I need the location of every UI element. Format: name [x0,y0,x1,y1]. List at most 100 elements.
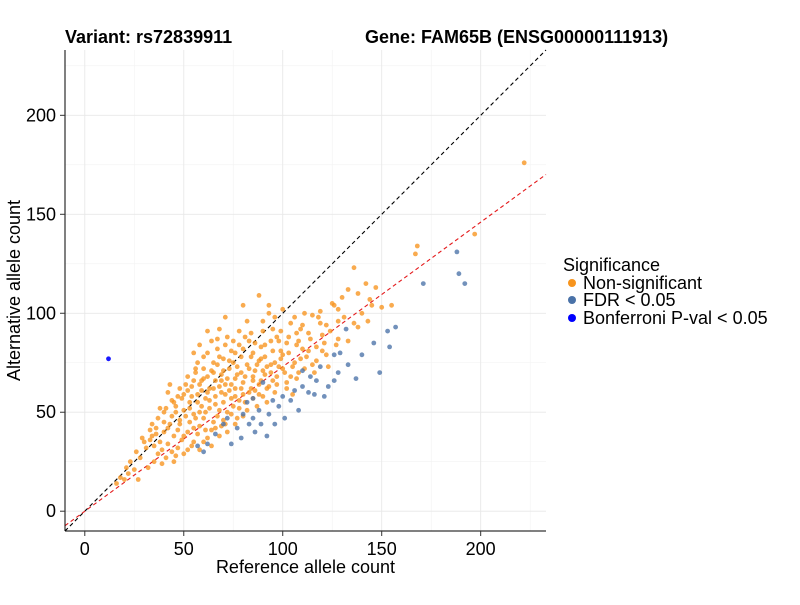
point-fdr [331,352,337,358]
point-non-significant [252,388,258,393]
point-non-significant [228,348,234,354]
point-fdr [260,380,266,385]
point-fdr [195,443,201,449]
point-non-significant [345,287,351,292]
point-non-significant [230,338,236,344]
point-non-significant [270,348,276,354]
point-non-significant [250,378,256,383]
point-non-significant [183,413,189,419]
point-non-significant [242,374,248,379]
x-tick-label: 200 [466,539,496,559]
point-non-significant [272,390,278,395]
point-non-significant [147,427,153,433]
point-non-significant [213,425,218,431]
point-non-significant [355,324,361,330]
point-non-significant [254,362,260,368]
point-fdr [205,441,210,447]
point-fdr [221,421,226,427]
point-non-significant [258,344,264,350]
point-non-significant [181,433,187,439]
point-non-significant [286,350,292,356]
point-fdr [266,411,272,417]
point-non-significant [272,314,278,320]
point-non-significant [207,398,212,403]
point-non-significant [153,431,159,437]
point-non-significant [270,378,276,383]
point-non-significant [189,443,195,449]
point-non-significant [205,435,210,441]
point-fdr [300,384,305,389]
point-non-significant [317,320,323,326]
point-fdr [337,350,343,356]
point-non-significant [414,243,420,249]
point-non-significant [159,447,165,453]
point-non-significant [167,382,173,387]
point-non-significant [260,318,266,324]
point-non-significant [209,443,214,449]
point-fdr [224,415,230,421]
point-non-significant [173,409,179,415]
title-right: Gene: FAM65B (ENSG00000111913) [365,27,668,47]
point-non-significant [260,394,266,399]
point-non-significant [246,338,252,344]
point-non-significant [323,352,329,358]
point-non-significant [278,348,284,354]
point-non-significant [114,481,119,486]
point-non-significant [179,437,185,443]
point-non-significant [197,423,203,429]
point-non-significant [155,451,161,457]
point-non-significant [286,334,292,340]
point-non-significant [217,407,222,413]
point-non-significant [222,314,228,320]
point-fdr [462,281,468,286]
point-non-significant [219,378,224,383]
point-non-significant [211,370,216,375]
point-non-significant [165,425,171,431]
point-non-significant [310,362,315,368]
point-non-significant [238,354,244,360]
legend-title: Significance [563,255,660,275]
point-non-significant [224,376,230,381]
point-fdr [250,396,256,401]
point-non-significant [302,310,307,316]
point-non-significant [244,318,250,324]
point-non-significant [209,427,214,433]
point-non-significant [197,382,203,387]
point-fdr [371,340,377,346]
point-non-significant [232,376,238,381]
point-non-significant [317,308,323,314]
point-non-significant [124,465,129,471]
point-non-significant [244,407,250,413]
point-fdr [270,398,276,403]
point-fdr [385,328,390,334]
x-tick-label: 150 [367,539,397,559]
point-non-significant [256,392,262,397]
point-non-significant [157,439,163,445]
point-non-significant [240,392,246,397]
point-non-significant [181,451,187,457]
point-non-significant [389,302,394,308]
point-non-significant [248,354,254,360]
point-non-significant [145,465,151,471]
point-non-significant [276,338,282,344]
y-axis-label: Alternative allele count [4,200,24,381]
point-non-significant [155,415,161,421]
point-non-significant [240,302,246,308]
point-non-significant [189,384,195,389]
point-fdr [456,271,462,277]
point-non-significant [294,376,299,381]
point-non-significant [185,374,191,379]
point-fdr [314,378,319,383]
point-fdr [256,407,262,413]
point-fdr [308,374,313,379]
x-tick-label: 100 [268,539,298,559]
point-non-significant [278,356,284,362]
point-non-significant [193,415,199,421]
point-non-significant [232,421,238,427]
point-non-significant [226,366,232,372]
point-non-significant [213,401,218,407]
point-non-significant [274,374,280,379]
point-non-significant [264,399,270,405]
point-non-significant [230,360,236,366]
